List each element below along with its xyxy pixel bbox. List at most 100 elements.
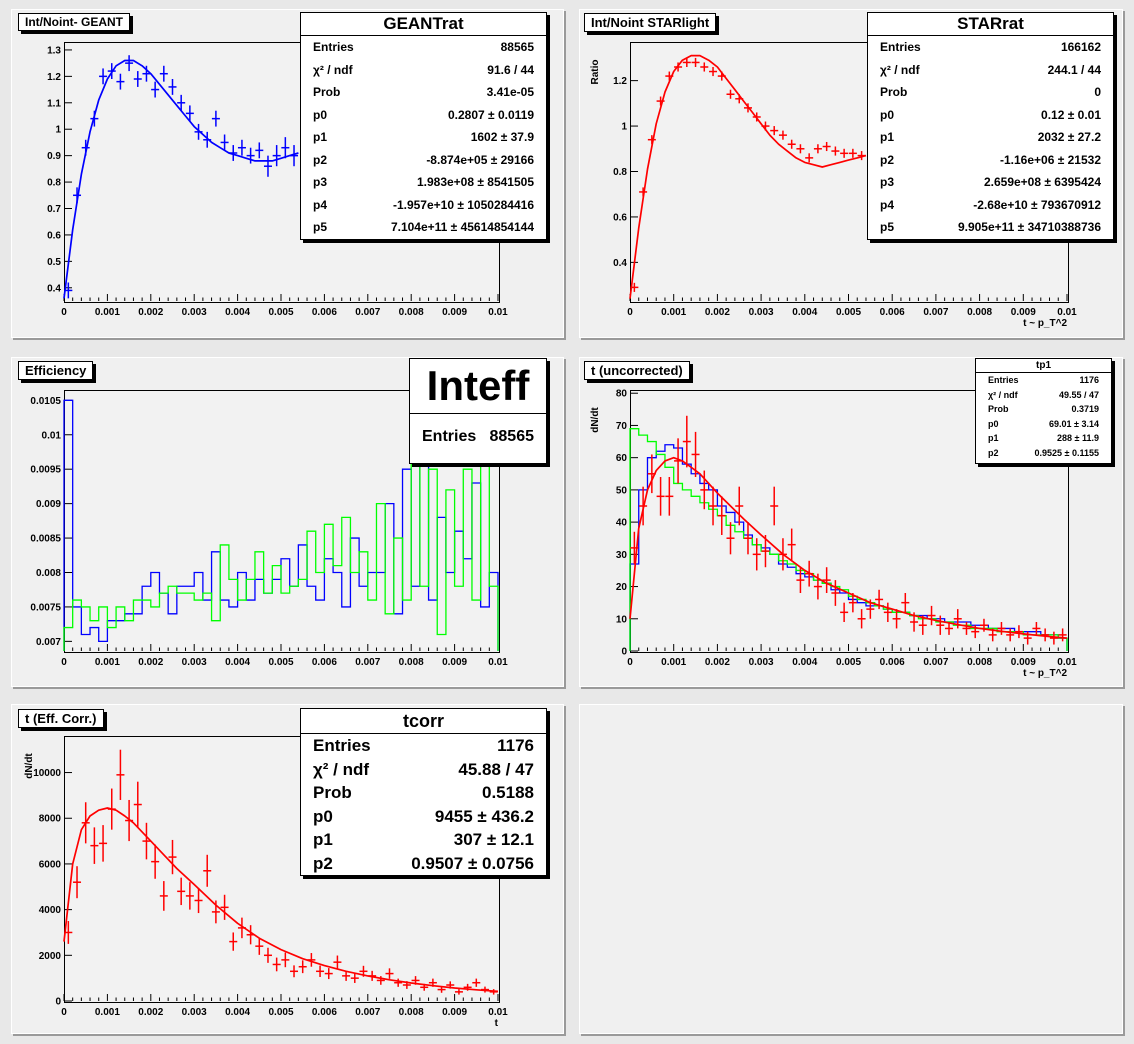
data-point xyxy=(263,155,272,177)
y-tick-label: 40 xyxy=(616,518,628,529)
stats-row: p0 0.2807 ± 0.0119 xyxy=(301,104,546,127)
stats-row: p2 -1.16e+06 ± 21532 xyxy=(868,149,1113,172)
stats-key: Entries xyxy=(880,40,921,54)
stats-box-geantrat: GEANTrat Entries 88565 χ² / ndf 91.6 / 44 Pr… xyxy=(300,12,547,240)
stats-key: Prob xyxy=(313,85,341,99)
y-tick-label: 0.7 xyxy=(47,204,61,215)
data-point xyxy=(203,854,212,887)
stats-key: p2 xyxy=(988,447,999,458)
stats-row: Prob 0.3719 xyxy=(976,402,1111,417)
data-point xyxy=(892,609,901,629)
chart-p1: 0 0.001 0.002 0.003 0.004 0.005 0.006 0.007 0.00… xyxy=(47,45,508,318)
stats-rows: Entries 88565 χ² / ndf 91.6 / 44 Prob 3.41e-0… xyxy=(301,36,546,239)
y-axis-label: Ratio xyxy=(590,60,601,85)
data-point xyxy=(1041,628,1050,642)
stats-row: Entries 1176 xyxy=(976,373,1111,388)
stats-key: p1 xyxy=(880,130,895,144)
stats-row: Entries 1176 xyxy=(301,734,546,758)
data-point xyxy=(840,148,849,158)
data-point xyxy=(770,486,779,526)
y-tick-label: 20 xyxy=(616,582,628,593)
stats-rows: Entries 88565 xyxy=(410,414,546,460)
stats-value: 3.41e-05 xyxy=(486,85,534,99)
page-title-p2: Int/Noint STARlight xyxy=(584,13,717,32)
data-point xyxy=(1032,622,1041,635)
stats-value: 0.2807 ± 0.0119 xyxy=(448,107,534,122)
y-axis-label: dN/dt xyxy=(24,753,35,779)
x-tick-label: 0.001 xyxy=(95,657,120,668)
y-tick-label: 1 xyxy=(55,125,61,136)
stats-key: p4 xyxy=(880,197,895,212)
y-tick-label: 10 xyxy=(616,614,628,625)
chart-p3: 0 0.001 0.002 0.003 0.004 0.005 0.006 0.007 0.00… xyxy=(30,396,508,668)
x-tick-label: 0.007 xyxy=(355,657,380,668)
y-tick-label: 0.8 xyxy=(613,167,627,178)
stats-key: p1 xyxy=(313,830,333,849)
data-point xyxy=(1014,625,1023,639)
stats-value: 2032 ± 27.2 xyxy=(1037,130,1101,144)
data-point xyxy=(1049,631,1058,645)
stats-value: 88565 xyxy=(489,428,535,445)
data-point xyxy=(290,965,299,978)
data-point xyxy=(194,123,203,140)
stats-row: p5 9.905e+11 ± 34710388736 xyxy=(868,216,1113,239)
x-tick-label: 0.003 xyxy=(182,1007,207,1018)
stats-key: χ² / ndf xyxy=(313,62,353,77)
stats-key: p4 xyxy=(313,197,328,212)
data-point xyxy=(691,57,700,67)
stats-value: 88565 xyxy=(500,40,534,54)
x-tick-label: 0.009 xyxy=(442,307,467,318)
stats-value: 288 ± 11.9 xyxy=(1057,433,1099,443)
x-tick-label: 0.002 xyxy=(705,307,730,318)
data-point xyxy=(220,134,229,151)
x-tick-label: 0 xyxy=(627,307,633,318)
stats-row: p2 0.9525 ± 0.1155 xyxy=(976,446,1111,461)
data-point xyxy=(229,932,238,951)
stats-value: 1602 ± 37.9 xyxy=(470,130,534,144)
data-point xyxy=(142,822,151,860)
x-tick-label: 0.002 xyxy=(138,307,163,318)
data-point xyxy=(840,602,849,622)
stats-row: χ² / ndf 45.88 / 47 xyxy=(301,758,546,782)
y-tick-label: 30 xyxy=(616,550,628,561)
stats-key: p1 xyxy=(313,130,328,144)
y-tick-label: 1 xyxy=(621,122,627,133)
stats-row: p1 288 ± 11.9 xyxy=(976,431,1111,446)
data-point xyxy=(255,937,264,955)
y-tick-label: 2000 xyxy=(39,951,62,962)
data-point xyxy=(700,470,709,510)
data-point xyxy=(700,62,709,72)
data-point xyxy=(682,415,691,468)
x-tick-label: 0.01 xyxy=(1057,657,1077,668)
x-tick-label: 0.007 xyxy=(923,657,948,668)
x-tick-label: 0.008 xyxy=(967,307,992,318)
data-point xyxy=(787,528,796,561)
histogram-series-1 xyxy=(629,428,1068,651)
y-tick-label: 80 xyxy=(616,389,628,400)
y-tick-label: 0.6 xyxy=(613,212,627,223)
data-point xyxy=(246,147,255,164)
data-point xyxy=(333,955,342,969)
stats-key: Entries xyxy=(313,736,371,755)
y-tick-label: 0.4 xyxy=(47,283,61,294)
x-tick-label: 0.01 xyxy=(1057,307,1077,318)
x-tick-label: 0.004 xyxy=(792,307,817,318)
x-tick-label: 0.007 xyxy=(355,1007,380,1018)
data-point xyxy=(770,126,779,136)
y-tick-label: 0.0075 xyxy=(30,602,61,613)
x-tick-label: 0.006 xyxy=(880,657,905,668)
y-tick-label: 0.008 xyxy=(36,568,61,579)
stats-row: p1 307 ± 12.1 xyxy=(301,828,546,852)
stats-value: 91.6 / 44 xyxy=(487,62,534,77)
y-tick-label: 50 xyxy=(616,485,628,496)
stats-row: p0 69.01 ± 3.14 xyxy=(976,417,1111,432)
x-tick-label: 0 xyxy=(627,657,633,668)
stats-key: p0 xyxy=(988,418,999,429)
stats-key: Entries xyxy=(988,375,1019,385)
data-point xyxy=(168,79,177,95)
stats-row: p3 2.659e+08 ± 6395424 xyxy=(868,171,1113,194)
data-point xyxy=(454,989,463,995)
data-point xyxy=(726,89,735,99)
stats-value: 0.3719 xyxy=(1071,404,1099,414)
stats-key: Prob xyxy=(313,783,352,802)
